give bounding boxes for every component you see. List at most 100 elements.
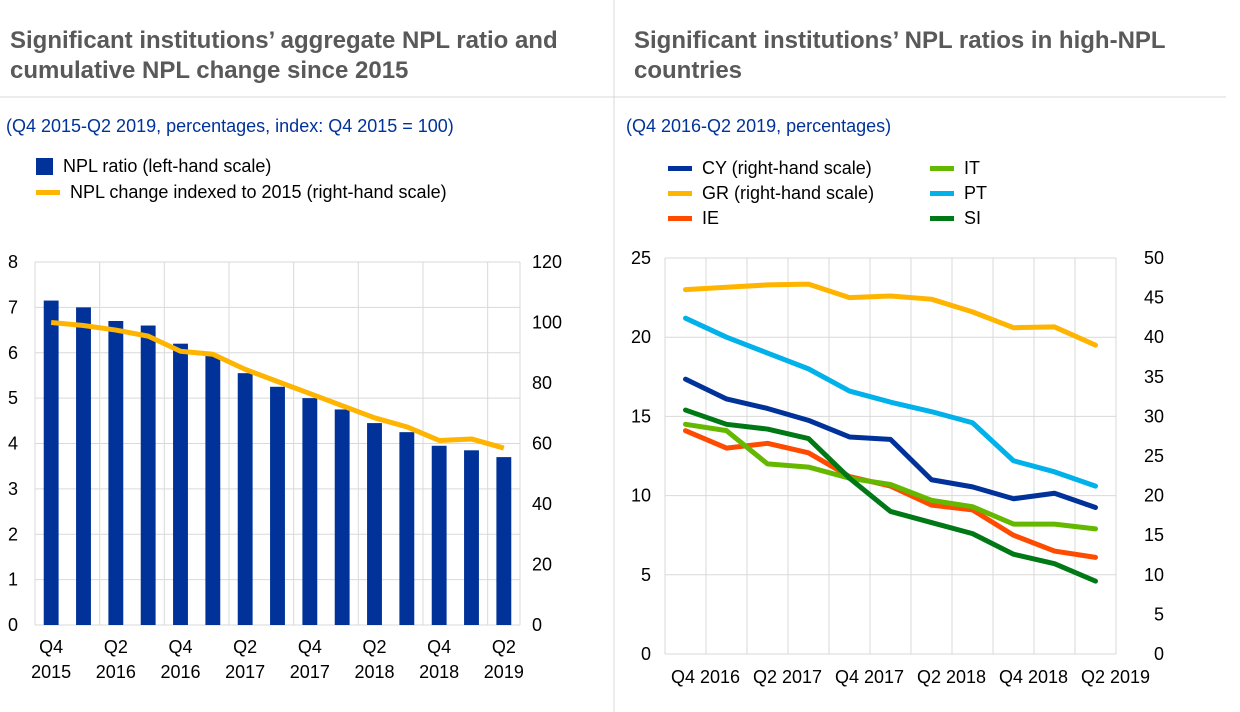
x-tick-year: 2018 [419, 662, 459, 682]
y-tick-left: 5 [8, 388, 18, 408]
legend-label: CY (right-hand scale) [702, 158, 872, 178]
y-tick-right: 35 [1144, 367, 1164, 387]
legend-swatch [36, 158, 53, 175]
bar-npl-ratio [399, 432, 415, 625]
legend-item-npl-change: NPL change indexed to 2015 (right-hand s… [36, 182, 447, 203]
legend-item-pt: PT [930, 183, 987, 204]
y-tick-left: 0 [8, 615, 18, 635]
y-tick-right: 100 [532, 313, 562, 333]
x-tick-label: Q2 2018 [917, 667, 986, 687]
legend-swatch [36, 190, 60, 195]
legend-label: GR (right-hand scale) [702, 183, 875, 203]
right-chart-title: Significant institutions’ NPL ratios in … [634, 27, 1166, 84]
y-tick-left: 6 [8, 343, 18, 363]
line-gr [683, 281, 1098, 348]
x-tick-label: Q2 2017 [753, 667, 822, 687]
x-tick-quarter: Q4 [39, 637, 63, 657]
x-tick-quarter: Q2 [492, 637, 516, 657]
line-cy [683, 376, 1098, 510]
x-tick-label: Q2 2019 [1081, 667, 1150, 687]
y-tick-left: 7 [8, 297, 18, 317]
y-tick-right: 30 [1144, 406, 1164, 426]
y-tick-left: 15 [631, 406, 651, 426]
x-tick-quarter: Q2 [362, 637, 386, 657]
y-tick-left: 8 [8, 252, 18, 272]
y-tick-left: 5 [641, 565, 651, 585]
x-tick-year: 2018 [354, 662, 394, 682]
legend-swatch [930, 191, 954, 196]
x-tick-quarter: Q2 [104, 637, 128, 657]
y-tick-right: 40 [532, 494, 552, 514]
y-tick-right: 20 [532, 555, 552, 575]
y-tick-right: 0 [1154, 644, 1164, 664]
x-tick-quarter: Q4 [427, 637, 451, 657]
x-tick-year: 2015 [31, 662, 71, 682]
y-tick-left: 0 [641, 644, 651, 664]
legend-swatch [668, 191, 692, 196]
y-tick-left: 2 [8, 524, 18, 544]
y-tick-right: 10 [1144, 565, 1164, 585]
x-tick-label: Q4 2016 [671, 667, 740, 687]
y-tick-left: 10 [631, 486, 651, 506]
left-chart-title: Significant institutions’ aggregate NPL … [10, 27, 558, 84]
y-tick-right: 45 [1144, 288, 1164, 308]
left-chart-subtitle: (Q4 2015-Q2 2019, percentages, index: Q4… [6, 116, 454, 136]
y-tick-left: 3 [8, 479, 18, 499]
legend-item-ie: IE [668, 208, 719, 229]
x-tick-year: 2017 [225, 662, 265, 682]
bar-npl-ratio [302, 398, 318, 625]
legend-swatch [668, 216, 692, 221]
y-tick-left: 20 [631, 327, 651, 347]
x-tick-label: Q4 2017 [835, 667, 904, 687]
legend-label: PT [964, 183, 988, 203]
bar-npl-ratio [431, 445, 447, 625]
legend-label: NPL ratio (left-hand scale) [63, 156, 272, 176]
legend-label: SI [964, 208, 982, 228]
legend-item-cy: CY (right-hand scale) [668, 158, 872, 179]
y-tick-right: 80 [532, 373, 552, 393]
right-chart-subtitle: (Q4 2016-Q2 2019, percentages) [626, 116, 892, 136]
line-si [683, 407, 1098, 584]
bar-npl-ratio [43, 300, 59, 625]
bar-npl-ratio [237, 373, 253, 625]
x-tick-quarter: Q4 [168, 637, 192, 657]
y-tick-left: 25 [631, 248, 651, 268]
legend-label: IE [702, 208, 720, 228]
bar-npl-ratio [334, 409, 350, 625]
y-tick-right: 0 [532, 615, 542, 635]
legend-label: NPL change indexed to 2015 (right-hand s… [70, 182, 447, 202]
y-tick-left: 1 [8, 570, 18, 590]
legend-swatch [668, 166, 692, 171]
legend-label: IT [964, 158, 980, 178]
legend-swatch [930, 166, 954, 171]
y-tick-right: 50 [1144, 248, 1164, 268]
y-tick-right: 25 [1144, 446, 1164, 466]
x-tick-label: Q4 2018 [999, 667, 1068, 687]
bar-npl-ratio [205, 355, 221, 625]
legend-item-it: IT [930, 158, 980, 179]
legend-item-npl-ratio: NPL ratio (left-hand scale) [36, 156, 271, 177]
legend-swatch [930, 216, 954, 221]
y-tick-right: 120 [532, 252, 562, 272]
bar-npl-ratio [496, 457, 512, 625]
bar-npl-ratio [76, 307, 91, 625]
x-tick-quarter: Q2 [233, 637, 257, 657]
x-tick-quarter: Q4 [298, 637, 322, 657]
bar-npl-ratio [464, 450, 479, 625]
y-tick-right: 20 [1144, 486, 1164, 506]
x-tick-year: 2017 [290, 662, 330, 682]
bar-npl-ratio [140, 325, 156, 625]
legend-item-si: SI [930, 208, 981, 229]
legend-item-gr: GR (right-hand scale) [668, 183, 874, 204]
bar-npl-ratio [173, 343, 188, 625]
y-tick-right: 40 [1144, 327, 1164, 347]
y-tick-right: 60 [532, 434, 552, 454]
x-tick-year: 2016 [160, 662, 200, 682]
bar-npl-ratio [108, 320, 124, 625]
y-tick-right: 5 [1154, 604, 1164, 624]
x-tick-year: 2019 [484, 662, 524, 682]
y-tick-right: 15 [1144, 525, 1164, 545]
y-tick-left: 4 [8, 434, 18, 454]
